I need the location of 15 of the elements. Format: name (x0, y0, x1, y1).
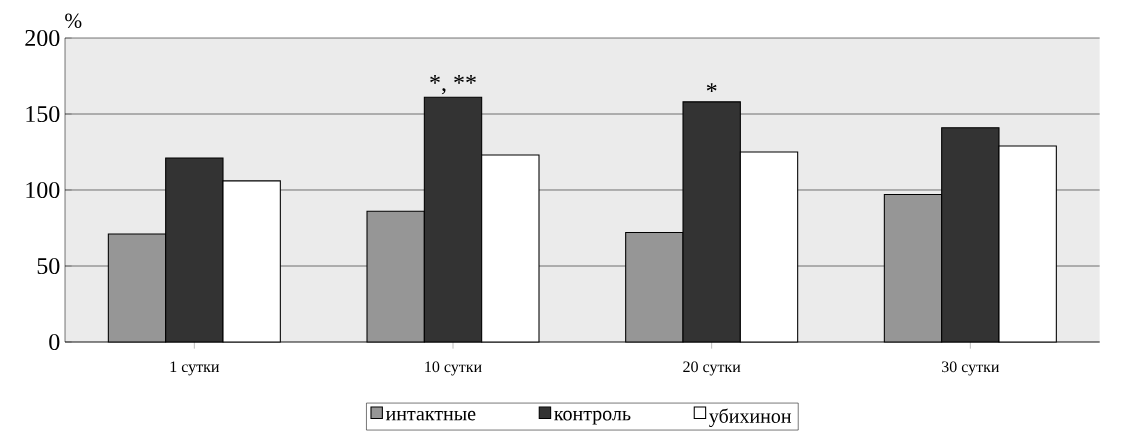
y-tick-label: 150 (26, 105, 60, 123)
annotation: *, ** (430, 74, 476, 95)
y-tick-label: 200 (25, 29, 60, 47)
annotation: * (706, 83, 717, 92)
legend-label: интактные (385, 410, 476, 421)
legend-label: убихинон (709, 408, 792, 428)
x-tick-label: 1 сутки (170, 361, 220, 376)
y-axis-title: % (65, 13, 82, 28)
y-tick-label: 0 (49, 333, 60, 351)
y-tick-label: 100 (26, 181, 60, 199)
y-tick-label: 50 (37, 257, 60, 275)
x-tick-label: 30 сутки (942, 361, 1000, 376)
x-tick-label: 20 сутки (683, 361, 741, 376)
x-tick-label: 10 сутки (425, 361, 482, 376)
legend-label: контроль (554, 410, 631, 425)
